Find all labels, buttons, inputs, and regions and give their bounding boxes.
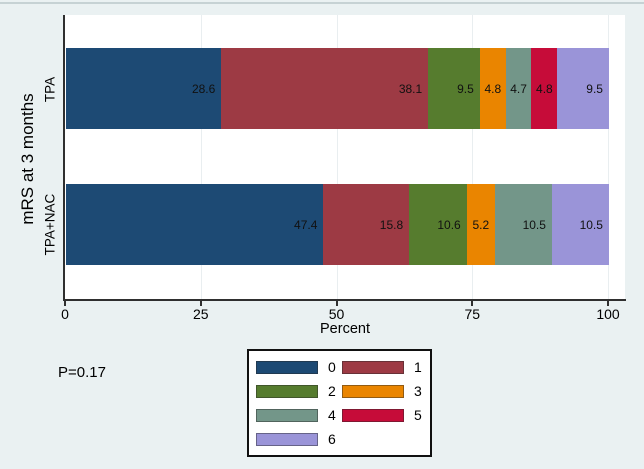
legend-entry-2: 2	[256, 383, 340, 399]
legend-label-3: 3	[414, 383, 422, 399]
legend-entry-0: 0	[256, 359, 340, 375]
legend-entry-4: 4	[256, 407, 340, 423]
tick-mark-50	[335, 301, 338, 306]
legend-swatch-3	[342, 384, 404, 398]
bar-segment-mrs-3: 4.8	[479, 48, 506, 129]
legend-swatch-0	[256, 360, 318, 374]
legend-label-0: 0	[328, 359, 336, 375]
x-axis-line	[63, 299, 626, 301]
legend-label-5: 5	[414, 407, 422, 423]
category-label-tpa: TPA	[42, 76, 58, 103]
gridline-100	[608, 15, 609, 299]
bar-segment-value-label: 47.4	[294, 217, 318, 232]
bar-segment-mrs-6: 10.5	[551, 184, 609, 265]
y-axis-title: mRS at 3 months	[18, 93, 37, 225]
x-axis-title: Percent	[320, 321, 370, 337]
bar-segment-value-label: 4.7	[510, 81, 527, 96]
bar-segment-value-label: 9.5	[586, 81, 603, 96]
legend-box: 0 1 2 3 4 5 6	[247, 349, 432, 457]
bar-segment-value-label: 28.6	[191, 81, 216, 96]
figure-top-border	[0, 2, 644, 4]
legend-swatch-4	[256, 408, 318, 422]
bar-segment-value-label: 38.1	[398, 81, 423, 96]
bar-segment-mrs-2: 10.6	[409, 184, 467, 265]
plot-region: 28.6 38.1 9.5 4.8 4.7 4.8 9.5 47.4 15.8 10.6 5.2 1…	[65, 15, 625, 299]
bar-segment-value-label: 9.5	[457, 81, 474, 96]
legend-label-2: 2	[328, 383, 336, 399]
legend-label-1: 1	[414, 359, 422, 375]
tick-label-0: 0	[61, 306, 69, 322]
legend-entry-3: 3	[342, 383, 426, 399]
legend-swatch-2	[256, 384, 318, 398]
tick-mark-75	[471, 301, 474, 306]
bar-segment-value-label: 10.5	[522, 217, 546, 232]
bar-segment-value-label: 10.6	[437, 217, 461, 232]
bar-segment-mrs-4: 4.7	[505, 48, 532, 129]
bar-segment-value-label: 15.8	[379, 217, 404, 232]
bar-segment-mrs-5: 4.8	[531, 48, 558, 129]
bar-segment-mrs-6: 9.5	[557, 48, 609, 129]
legend-entry-6: 6	[256, 431, 340, 447]
category-label-tpa-nac: TPA+NAC	[42, 193, 58, 256]
p-value-annotation: P=0.17	[58, 364, 106, 381]
bar-segment-value-label: 4.8	[484, 81, 502, 96]
bar-segment-mrs-2: 9.5	[428, 48, 480, 129]
y-axis-line	[63, 15, 65, 301]
legend-entry-1: 1	[342, 359, 426, 375]
bar-segment-mrs-0: 28.6	[66, 48, 222, 129]
legend-swatch-1	[342, 360, 404, 374]
gridline-75	[472, 15, 474, 299]
bar-segment-mrs-4: 10.5	[494, 184, 552, 265]
tick-label-100: 100	[596, 306, 620, 322]
legend-entry-5: 5	[342, 407, 426, 423]
bar-segment-value-label: 4.8	[536, 81, 553, 96]
bar-segment-value-label: 10.5	[579, 217, 603, 232]
tick-label-50: 50	[328, 306, 345, 322]
bar-segment-mrs-0: 47.4	[66, 184, 324, 265]
tick-mark-25	[199, 301, 202, 306]
bar-row-tpa: 28.6 38.1 9.5 4.8 4.7 4.8 9.5	[66, 48, 609, 129]
bar-segment-mrs-1: 38.1	[221, 48, 429, 129]
legend-swatch-5	[342, 408, 404, 422]
legend-label-6: 6	[328, 431, 336, 447]
bar-row-tpa-nac: 47.4 15.8 10.6 5.2 10.5 10.5	[66, 184, 609, 265]
tick-label-75: 75	[464, 306, 481, 322]
gridline-50	[336, 15, 338, 299]
tick-label-25: 25	[192, 306, 209, 322]
bar-segment-value-label: 5.2	[472, 217, 490, 232]
tick-mark-100	[607, 301, 609, 306]
legend-swatch-6	[256, 432, 318, 446]
bar-segment-mrs-3: 5.2	[466, 184, 495, 265]
tick-mark-0	[64, 301, 66, 306]
gridline-25	[200, 15, 202, 299]
bar-segment-mrs-1: 15.8	[323, 184, 410, 265]
legend-label-4: 4	[328, 407, 336, 423]
